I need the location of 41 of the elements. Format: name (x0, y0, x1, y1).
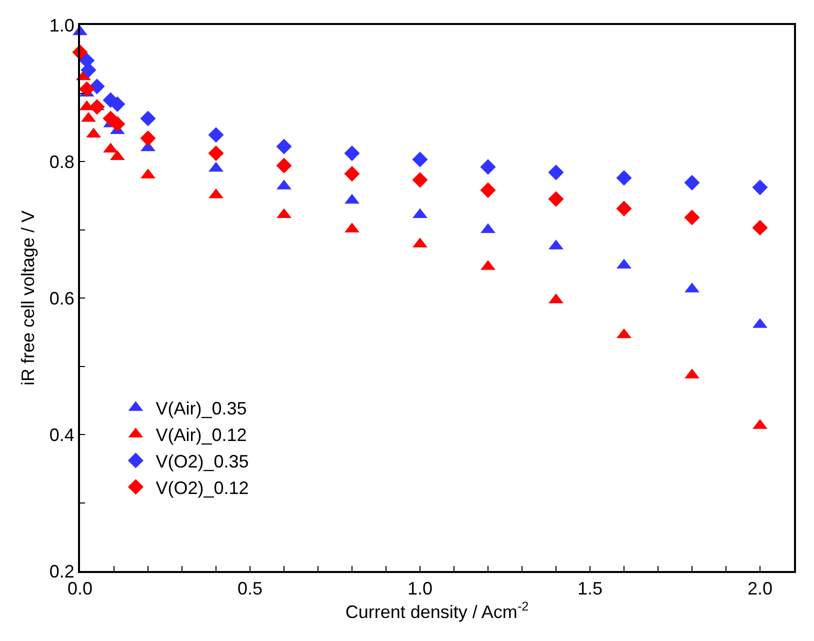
point (276, 158, 292, 174)
point (480, 159, 496, 175)
point (110, 116, 126, 132)
y-tick-label: 0.4 (49, 424, 74, 445)
y-tick-label: 1.0 (49, 15, 74, 36)
point (208, 146, 224, 162)
point (752, 180, 768, 196)
point (752, 220, 768, 236)
y-tick-label: 0.2 (49, 561, 74, 582)
point (684, 210, 700, 226)
point (344, 166, 360, 182)
point (480, 182, 496, 198)
point (344, 146, 360, 162)
point (616, 200, 632, 216)
y-axis-title: iR free cell voltage / V (18, 210, 38, 386)
point (684, 174, 700, 190)
x-tick-label: 0.0 (67, 578, 93, 599)
point (548, 191, 564, 207)
point (140, 130, 156, 146)
y-tick-label: 0.6 (49, 288, 74, 308)
x-axis-title: Current density / Acm$^{-2}$ (345, 600, 529, 622)
point (89, 99, 105, 115)
point (616, 170, 632, 186)
point (89, 78, 105, 94)
legend-label: V(Air)_0.35 (156, 398, 247, 419)
legend-label: V(Air)_0.12 (156, 425, 247, 446)
point (412, 172, 428, 188)
point (80, 62, 96, 78)
x-tick-label: 1.0 (407, 578, 433, 599)
y-tick-label: 0.8 (49, 152, 74, 172)
point (276, 138, 292, 154)
point (412, 152, 428, 168)
point (548, 164, 564, 180)
x-tick-label: 1.5 (577, 578, 603, 599)
point (208, 127, 224, 143)
x-tick-label: 2.0 (747, 578, 773, 599)
point (79, 81, 95, 97)
point (140, 110, 156, 126)
legend-label: V(O2)_0.12 (156, 478, 249, 498)
legend-label: V(O2)_0.35 (156, 452, 249, 472)
x-tick-label: 0.5 (237, 578, 263, 599)
